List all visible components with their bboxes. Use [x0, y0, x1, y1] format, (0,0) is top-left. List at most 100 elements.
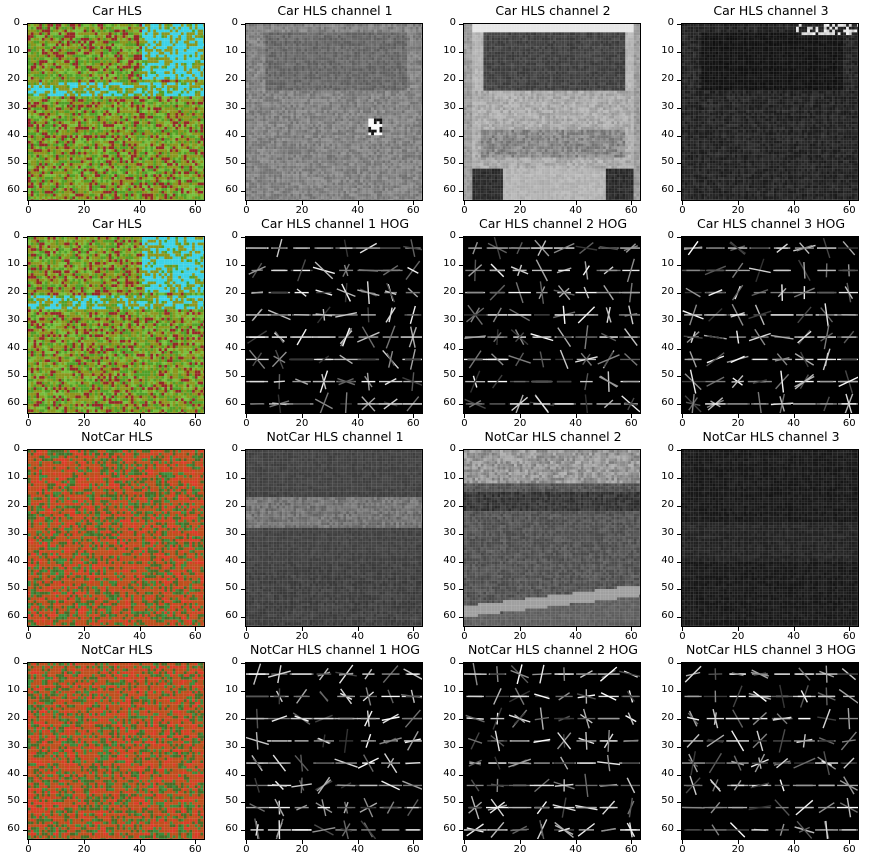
pixel [61, 101, 65, 105]
pixel [178, 163, 182, 166]
pixel [78, 87, 81, 91]
pixel [130, 65, 134, 69]
pixel [133, 40, 137, 44]
pixel [332, 40, 336, 44]
pixel [94, 168, 98, 172]
pixel [89, 154, 93, 158]
pixel [58, 32, 62, 36]
pixel [415, 57, 419, 61]
pixel [108, 118, 112, 122]
pixel [332, 57, 336, 61]
pixel [192, 99, 195, 102]
pixel [382, 54, 386, 58]
pixel [158, 146, 162, 150]
pixel [298, 49, 302, 52]
pixel [114, 124, 118, 127]
pixel [150, 163, 154, 166]
pixel [83, 99, 87, 102]
pixel [153, 46, 156, 50]
pixel [186, 99, 190, 102]
pixel [89, 62, 93, 66]
pixel [89, 79, 93, 83]
pixel [69, 76, 73, 80]
pixel [144, 65, 148, 69]
pixel [192, 188, 195, 191]
pixel [203, 85, 204, 89]
pixel [346, 26, 349, 30]
pixel [130, 57, 134, 61]
pixel [105, 62, 109, 66]
pixel [136, 46, 140, 50]
pixel [167, 176, 170, 180]
pixel [83, 185, 87, 189]
pixel [69, 65, 73, 69]
pixel [53, 101, 56, 105]
pixel [39, 126, 42, 130]
pixel [257, 24, 260, 27]
pixel [111, 140, 115, 144]
pixel [167, 179, 170, 183]
pixel [30, 157, 34, 161]
pixel [103, 143, 106, 147]
pixel [128, 174, 131, 178]
pixel [125, 168, 129, 172]
pixel [307, 26, 311, 30]
pixel [167, 174, 170, 178]
pixel [64, 26, 67, 30]
pixel [33, 68, 37, 72]
pixel [33, 29, 37, 33]
pixel [36, 163, 40, 166]
pixel [75, 140, 79, 144]
pixel [47, 57, 51, 61]
pixel [66, 40, 70, 44]
pixel [290, 32, 294, 36]
pixel [153, 85, 156, 89]
pixel [254, 40, 258, 44]
pixel [279, 46, 283, 50]
pixel [83, 168, 87, 172]
pixel [89, 68, 93, 72]
pixel [147, 160, 151, 164]
pixel [197, 132, 201, 136]
pixel [33, 79, 37, 83]
pixel [75, 188, 79, 191]
pixel [172, 82, 176, 86]
pixel [139, 62, 143, 66]
pixel [365, 40, 369, 44]
pixel [114, 199, 118, 200]
pixel [164, 149, 168, 152]
pixel [197, 99, 201, 102]
pixel [66, 110, 70, 114]
pixel [125, 196, 129, 200]
pixel [103, 110, 106, 114]
pixel [111, 174, 115, 178]
pixel [103, 87, 106, 91]
pixel [180, 65, 184, 69]
pixel [175, 115, 179, 119]
pixel [55, 126, 59, 130]
pixel [335, 49, 338, 52]
pixel [248, 46, 252, 50]
pixel [50, 126, 54, 130]
pixel [144, 62, 148, 66]
pixel [75, 90, 79, 94]
pixel [41, 157, 45, 161]
pixel [117, 62, 120, 66]
pixel [410, 43, 413, 47]
pixel [387, 43, 391, 47]
pixel [307, 37, 311, 41]
pixel [128, 74, 131, 77]
pixel [100, 199, 104, 200]
pixel [175, 126, 179, 130]
pixel [128, 104, 131, 108]
pixel [47, 74, 51, 77]
pixel [246, 29, 249, 33]
pixel [111, 68, 115, 72]
pixel [354, 51, 358, 55]
pixel [197, 101, 201, 105]
pixel [72, 188, 76, 191]
pixel [41, 65, 45, 69]
pixel [103, 90, 106, 94]
pixel [301, 24, 305, 27]
pixel [50, 96, 54, 100]
